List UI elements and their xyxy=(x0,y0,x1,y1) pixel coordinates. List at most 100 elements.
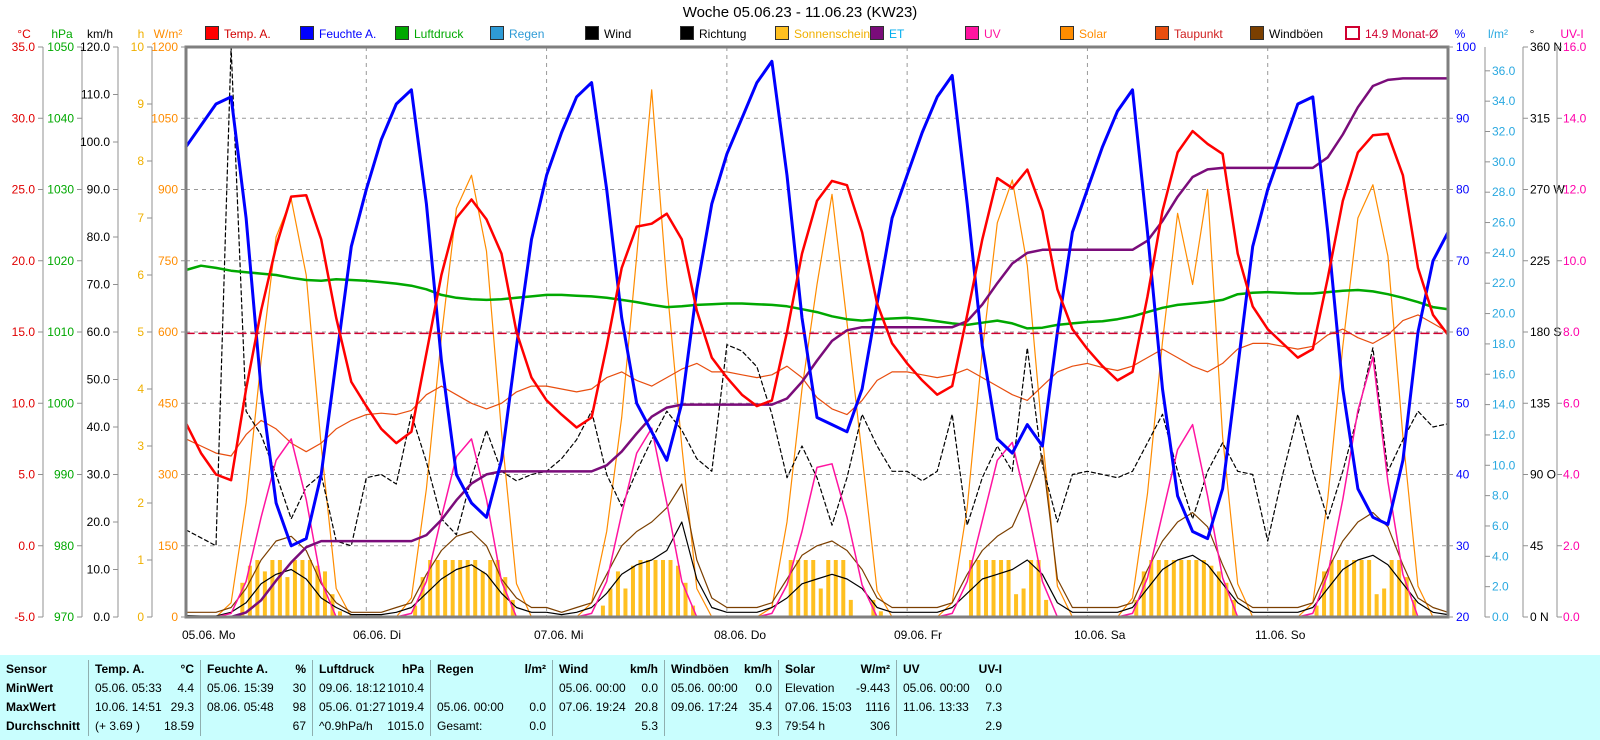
cell-text: 05.06. 00:00 xyxy=(437,700,504,714)
legend-swatch-icon xyxy=(490,26,504,40)
legend-label: Taupunkt xyxy=(1174,27,1223,41)
sunshine-bar xyxy=(292,560,297,617)
stat-cell-hdr-5: Windböen km/h xyxy=(664,660,778,679)
sunshine-bar xyxy=(623,588,628,617)
sunshine-bar xyxy=(1201,560,1206,617)
cell-text: 05.06. 00:00 xyxy=(903,681,970,695)
stat-cell-max-3: 05.06. 00:00 0.0 xyxy=(430,698,552,717)
cell-text: 79:54 h xyxy=(785,719,826,733)
row-label: Durchschnitt xyxy=(0,717,88,736)
cell-value: -9.443 xyxy=(855,681,890,695)
legend-item-regen: Regen xyxy=(490,26,544,42)
sunshine-bar xyxy=(1194,560,1199,617)
axis-tick-label: 1040 xyxy=(47,111,74,125)
cell-text: Luftdruck xyxy=(319,662,375,676)
axis-tick-label: 225 xyxy=(1530,254,1550,268)
axis-tick-label: 28.0 xyxy=(1492,185,1516,199)
row-label: Sensor xyxy=(0,660,88,679)
cell-text: 08.06. 05:48 xyxy=(207,700,274,714)
cell-text: 07.06. 19:24 xyxy=(559,700,626,714)
axis-tick-label: 18.0 xyxy=(1492,337,1516,351)
axis-tick-label: 110.0 xyxy=(81,88,110,102)
stat-cell-hdr-7: UV UV-I xyxy=(896,660,1008,679)
axis-tick-label: 120.0 xyxy=(80,40,110,54)
series-luftdruck xyxy=(184,264,1450,330)
stat-cell-max-4: 07.06. 19:24 20.8 xyxy=(552,698,664,717)
sunshine-bar xyxy=(818,588,823,617)
axis-tick-label: 70.0 xyxy=(87,278,111,292)
cell-value: 5.3 xyxy=(641,719,658,733)
axis-tick-label: 900 xyxy=(158,183,178,197)
cell-value: 0.0 xyxy=(985,681,1002,695)
stat-cell-avg-5: 9.3 xyxy=(664,717,778,736)
sunshine-bar xyxy=(1344,560,1349,617)
axis-tick-label: 6.0 xyxy=(1492,519,1509,533)
sunshine-bar xyxy=(458,560,463,617)
axis-tick-label: 0 xyxy=(137,610,144,624)
series-uv xyxy=(185,356,1449,618)
x-axis-label: 09.06. Fr xyxy=(894,628,942,642)
cell-value: km/h xyxy=(743,662,772,676)
stat-cell-hdr-1: Feuchte A.% xyxy=(200,660,312,679)
sunshine-bar xyxy=(1029,560,1034,617)
sunshine-bar xyxy=(270,560,275,617)
sunshine-bar xyxy=(413,605,418,617)
legend-swatch-icon xyxy=(775,26,789,40)
sunshine-bar xyxy=(1216,571,1221,617)
filler-cell xyxy=(1008,698,1600,717)
axis-tick-label: 990 xyxy=(54,468,74,482)
axis-tick-label: 45 xyxy=(1530,539,1544,553)
cell-text: Regen xyxy=(437,662,474,676)
sunshine-bar xyxy=(991,560,996,617)
legend-label: Sonnenschein xyxy=(794,27,871,41)
sunshine-bar xyxy=(307,560,312,617)
sunshine-bar xyxy=(322,571,327,617)
sunshine-bar xyxy=(1404,577,1409,617)
axis-unit-%: % xyxy=(1455,27,1466,41)
stat-cell-hdr-2: Luftdruck hPa xyxy=(312,660,430,679)
axis-tick-label: 8.0 xyxy=(1563,325,1580,339)
legend-item-richtung: Richtung xyxy=(680,26,746,42)
axis-tick-label: 0 xyxy=(171,610,178,624)
axis-tick-label: 40 xyxy=(1456,468,1470,482)
stat-cell-avg-3: Gesamt: 0.0 xyxy=(430,717,552,736)
sunshine-bar xyxy=(999,560,1004,617)
stat-cell-max-7: 11.06. 13:33 7.3 xyxy=(896,698,1008,717)
cell-text: 05.06. 00:00 xyxy=(671,681,738,695)
stat-cell-min-6: Elevation -9.443 xyxy=(778,679,896,698)
axis-unit-°C: °C xyxy=(17,27,31,41)
axis-tick-label: 90 xyxy=(1456,111,1470,125)
sunshine-bar xyxy=(661,560,666,617)
sunshine-bar xyxy=(976,560,981,617)
axis-tick-label: 50 xyxy=(1456,396,1470,410)
axis-tick-label: 30 xyxy=(1456,539,1470,553)
axis-unit-km/h: km/h xyxy=(87,27,113,41)
axis-tick-label: 0.0 xyxy=(1492,610,1509,624)
axis-tick-label: 20.0 xyxy=(87,515,111,529)
axis-tick-label: 150 xyxy=(158,539,178,553)
axis-tick-label: 80 xyxy=(1456,183,1470,197)
stat-cell-max-6: 07.06. 15:03 1116 xyxy=(778,698,896,717)
axis-unit-hPa: hPa xyxy=(51,27,73,41)
stat-cell-max-2: 05.06. 01:27 1019.4 xyxy=(312,698,430,717)
stat-cell-min-3 xyxy=(430,679,552,698)
sunshine-bar xyxy=(788,560,793,617)
sunshine-bar xyxy=(600,605,605,617)
axis-tick-label: 8.0 xyxy=(1492,489,1509,503)
sunshine-bar xyxy=(1224,582,1229,617)
legend-item-windb-en: Windböen xyxy=(1250,26,1323,42)
sunshine-bar xyxy=(645,560,650,617)
axis-tick-label: 35.0 xyxy=(12,40,36,54)
cell-value: 9.3 xyxy=(755,719,772,733)
axis-unit-h: h xyxy=(138,27,145,41)
cell-text: 09.06. 18:12 xyxy=(319,681,386,695)
chart-legend: Temp. A. Feuchte A. Luftdruck Regen Wind Rich… xyxy=(0,26,1600,44)
cell-text: Temp. A. xyxy=(95,662,145,676)
sunshine-bar xyxy=(480,571,485,617)
series-wind xyxy=(185,521,1449,617)
axis-tick-label: 4.0 xyxy=(1492,549,1509,563)
series-feuchte xyxy=(184,59,1450,548)
stat-cell-min-4: 05.06. 00:00 0.0 xyxy=(552,679,664,698)
cell-value: 7.3 xyxy=(985,700,1002,714)
cell-text: ^0.9hPa/h xyxy=(319,719,373,733)
